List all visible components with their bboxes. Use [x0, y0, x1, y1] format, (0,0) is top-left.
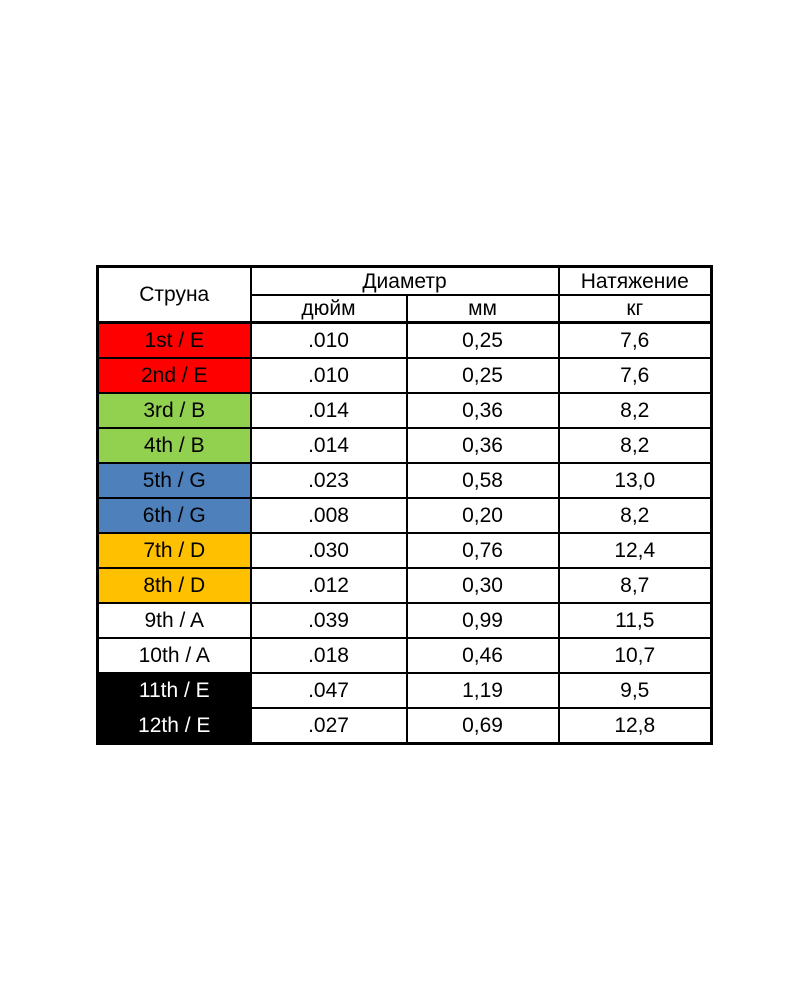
diameter-inch-cell: .014 — [249, 427, 408, 464]
diameter-inch-cell: .010 — [249, 357, 408, 394]
table-row: 8th / D .012 0,30 8,7 — [96, 567, 713, 604]
header-string: Струна — [96, 265, 252, 324]
diameter-inch-cell: .018 — [249, 637, 408, 674]
tension-kg-cell: 7,6 — [557, 321, 713, 359]
diameter-inch-cell: .008 — [249, 497, 408, 534]
diameter-mm-cell: 0,25 — [405, 357, 560, 394]
header-diameter: Диаметр — [249, 265, 560, 296]
table-row: 5th / G .023 0,58 13,0 — [96, 462, 713, 499]
tension-kg-cell: 7,6 — [557, 357, 713, 394]
diameter-mm-cell: 0,46 — [405, 637, 560, 674]
string-name-cell: 2nd / E — [96, 357, 252, 394]
string-name-cell: 8th / D — [96, 567, 252, 604]
diameter-mm-cell: 0,20 — [405, 497, 560, 534]
tension-kg-cell: 12,4 — [557, 532, 713, 569]
diameter-inch-cell: .039 — [249, 602, 408, 639]
diameter-mm-cell: 0,99 — [405, 602, 560, 639]
table-row: 7th / D .030 0,76 12,4 — [96, 532, 713, 569]
string-name-cell: 7th / D — [96, 532, 252, 569]
tension-kg-cell: 11,5 — [557, 602, 713, 639]
string-name-cell: 4th / B — [96, 427, 252, 464]
diameter-inch-cell: .023 — [249, 462, 408, 499]
table-row: 9th / A .039 0,99 11,5 — [96, 602, 713, 639]
diameter-mm-cell: 1,19 — [405, 672, 560, 709]
string-name-cell: 5th / G — [96, 462, 252, 499]
diameter-mm-cell: 0,69 — [405, 707, 560, 745]
diameter-inch-cell: .010 — [249, 321, 408, 359]
string-spec-table: Струна Диаметр Натяжение дюйм мм кг 1st … — [96, 265, 714, 745]
diameter-inch-cell: .027 — [249, 707, 408, 745]
string-name-cell: 1st / E — [96, 321, 252, 359]
tension-kg-cell: 12,8 — [557, 707, 713, 745]
table-row: 12th / E .027 0,69 12,8 — [96, 707, 713, 745]
tension-kg-cell: 10,7 — [557, 637, 713, 674]
diameter-inch-cell: .047 — [249, 672, 408, 709]
header-mm: мм — [405, 294, 560, 324]
table-row: 2nd / E .010 0,25 7,6 — [96, 357, 713, 394]
header-tension: Натяжение — [557, 265, 713, 296]
table-row: 11th / E .047 1,19 9,5 — [96, 672, 713, 709]
tension-kg-cell: 8,7 — [557, 567, 713, 604]
string-table-body: 1st / E .010 0,25 7,6 2nd / E .010 0,25 7,6 3rd … — [96, 321, 713, 745]
diameter-inch-cell: .014 — [249, 392, 408, 429]
string-name-cell: 9th / A — [96, 602, 252, 639]
diameter-mm-cell: 0,36 — [405, 427, 560, 464]
tension-kg-cell: 8,2 — [557, 392, 713, 429]
table-header: Струна Диаметр Натяжение дюйм мм кг — [96, 265, 713, 324]
diameter-mm-cell: 0,25 — [405, 321, 560, 359]
header-inch: дюйм — [249, 294, 408, 324]
diameter-mm-cell: 0,36 — [405, 392, 560, 429]
table-row: 6th / G .008 0,20 8,2 — [96, 497, 713, 534]
table-row: 1st / E .010 0,25 7,6 — [96, 321, 713, 359]
string-name-cell: 10th / A — [96, 637, 252, 674]
string-name-cell: 3rd / B — [96, 392, 252, 429]
header-row-sub: дюйм мм кг — [98, 294, 713, 324]
diameter-mm-cell: 0,58 — [405, 462, 560, 499]
tension-kg-cell: 8,2 — [557, 497, 713, 534]
diameter-mm-cell: 0,76 — [405, 532, 560, 569]
string-name-cell: 12th / E — [96, 707, 252, 745]
diameter-mm-cell: 0,30 — [405, 567, 560, 604]
table-row: 3rd / B .014 0,36 8,2 — [96, 392, 713, 429]
diameter-inch-cell: .012 — [249, 567, 408, 604]
tension-kg-cell: 13,0 — [557, 462, 713, 499]
tension-kg-cell: 8,2 — [557, 427, 713, 464]
header-row-top: Струна Диаметр Натяжение — [96, 265, 713, 324]
table-row: 10th / A .018 0,46 10,7 — [96, 637, 713, 674]
string-spec-table-container: Струна Диаметр Натяжение дюйм мм кг 1st … — [96, 265, 714, 745]
diameter-inch-cell: .030 — [249, 532, 408, 569]
tension-kg-cell: 9,5 — [557, 672, 713, 709]
header-kg: кг — [557, 294, 713, 324]
string-name-cell: 11th / E — [96, 672, 252, 709]
table-row: 4th / B .014 0,36 8,2 — [96, 427, 713, 464]
string-name-cell: 6th / G — [96, 497, 252, 534]
